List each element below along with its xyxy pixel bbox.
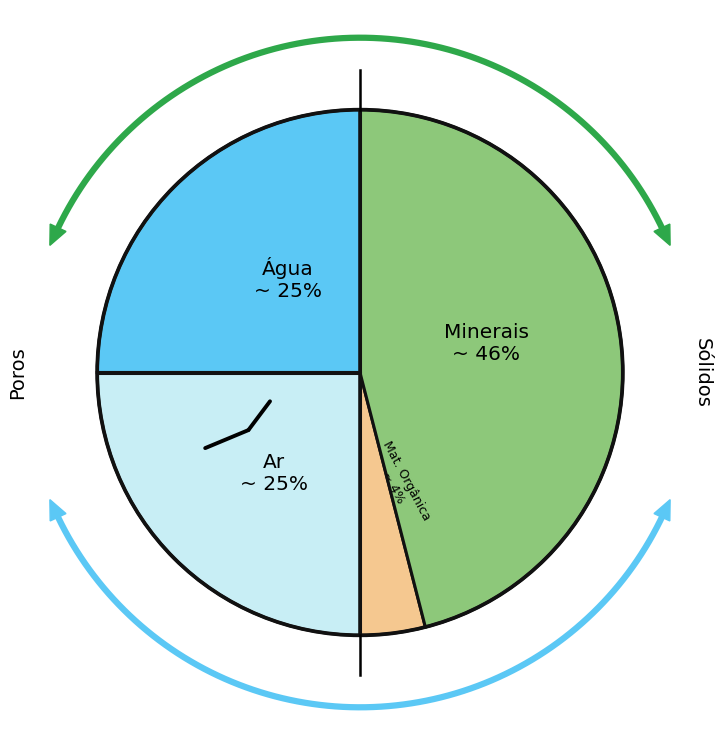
Text: Minerais
~ 46%: Minerais ~ 46%	[444, 323, 528, 364]
Wedge shape	[97, 372, 360, 635]
Wedge shape	[360, 110, 623, 627]
Wedge shape	[97, 110, 360, 372]
Polygon shape	[50, 224, 66, 245]
Text: Ar
~ 25%: Ar ~ 25%	[240, 453, 307, 494]
Wedge shape	[360, 372, 426, 635]
Text: Água
~ 25%: Água ~ 25%	[254, 257, 322, 301]
Polygon shape	[654, 224, 670, 245]
Text: Poros: Poros	[9, 346, 27, 399]
Text: Sólidos: Sólidos	[693, 337, 711, 408]
Polygon shape	[654, 500, 670, 521]
Polygon shape	[50, 500, 66, 521]
Text: Mat. Orgânica
~ 4%: Mat. Orgânica ~ 4%	[366, 439, 433, 530]
